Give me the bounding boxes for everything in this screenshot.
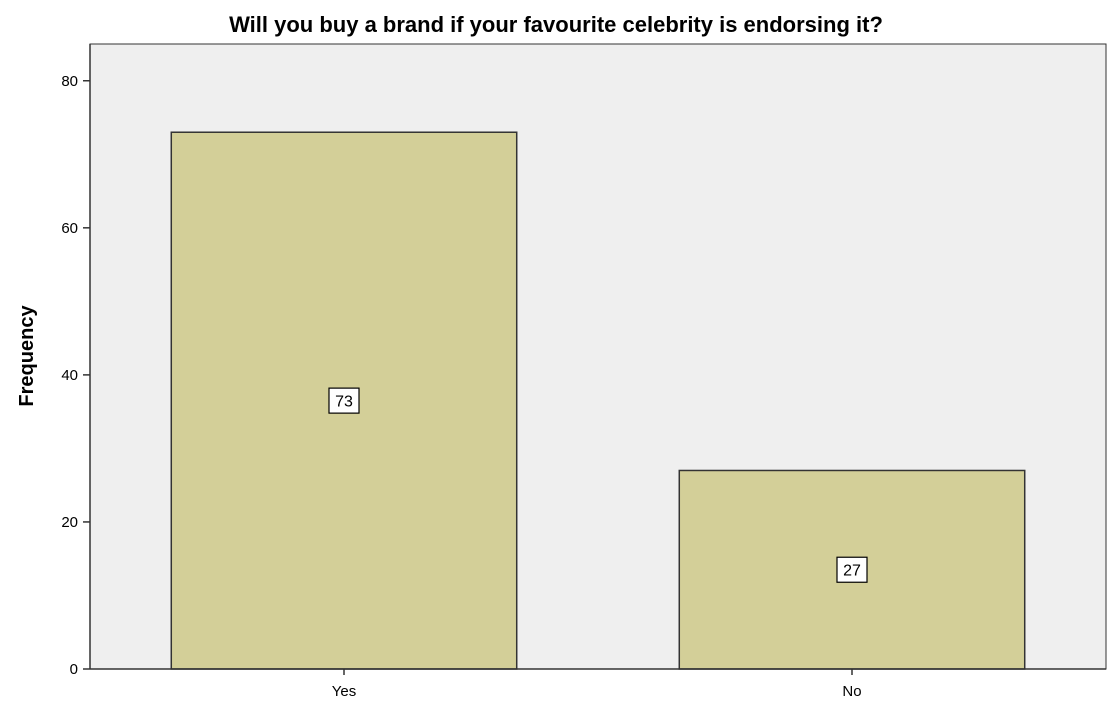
x-tick-label-yes: Yes: [332, 683, 356, 700]
x-tick-label-no: No: [842, 683, 861, 700]
y-tick-label: 60: [61, 220, 78, 237]
x-ticks-layer: Yes No: [332, 669, 862, 700]
chart-title: Will you buy a brand if your favourite c…: [229, 12, 883, 37]
data-label-yes: 73: [335, 394, 353, 411]
data-label-box: [328, 387, 360, 414]
data-label-box: [836, 556, 868, 583]
y-axis-label: Frequency: [16, 305, 38, 407]
y-tick-label: 0: [70, 661, 78, 678]
data-labels-layer: 73 27: [328, 387, 868, 583]
axes-layer: [89, 44, 1106, 670]
y-ticks-layer: 0 20 40 60 80: [61, 73, 90, 678]
y-tick-label: 40: [61, 367, 78, 384]
y-tick-label: 20: [61, 514, 78, 531]
y-tick-label: 80: [61, 73, 78, 90]
data-label-no: 27: [843, 563, 861, 580]
